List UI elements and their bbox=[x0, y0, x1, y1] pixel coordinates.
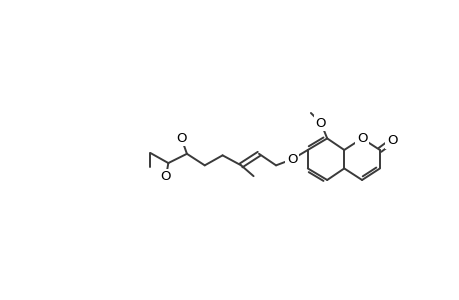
Text: O: O bbox=[386, 134, 397, 147]
Text: O: O bbox=[315, 116, 325, 130]
Text: O: O bbox=[356, 132, 367, 145]
Text: O: O bbox=[286, 153, 297, 166]
Text: O: O bbox=[160, 170, 171, 183]
Text: O: O bbox=[176, 132, 186, 145]
